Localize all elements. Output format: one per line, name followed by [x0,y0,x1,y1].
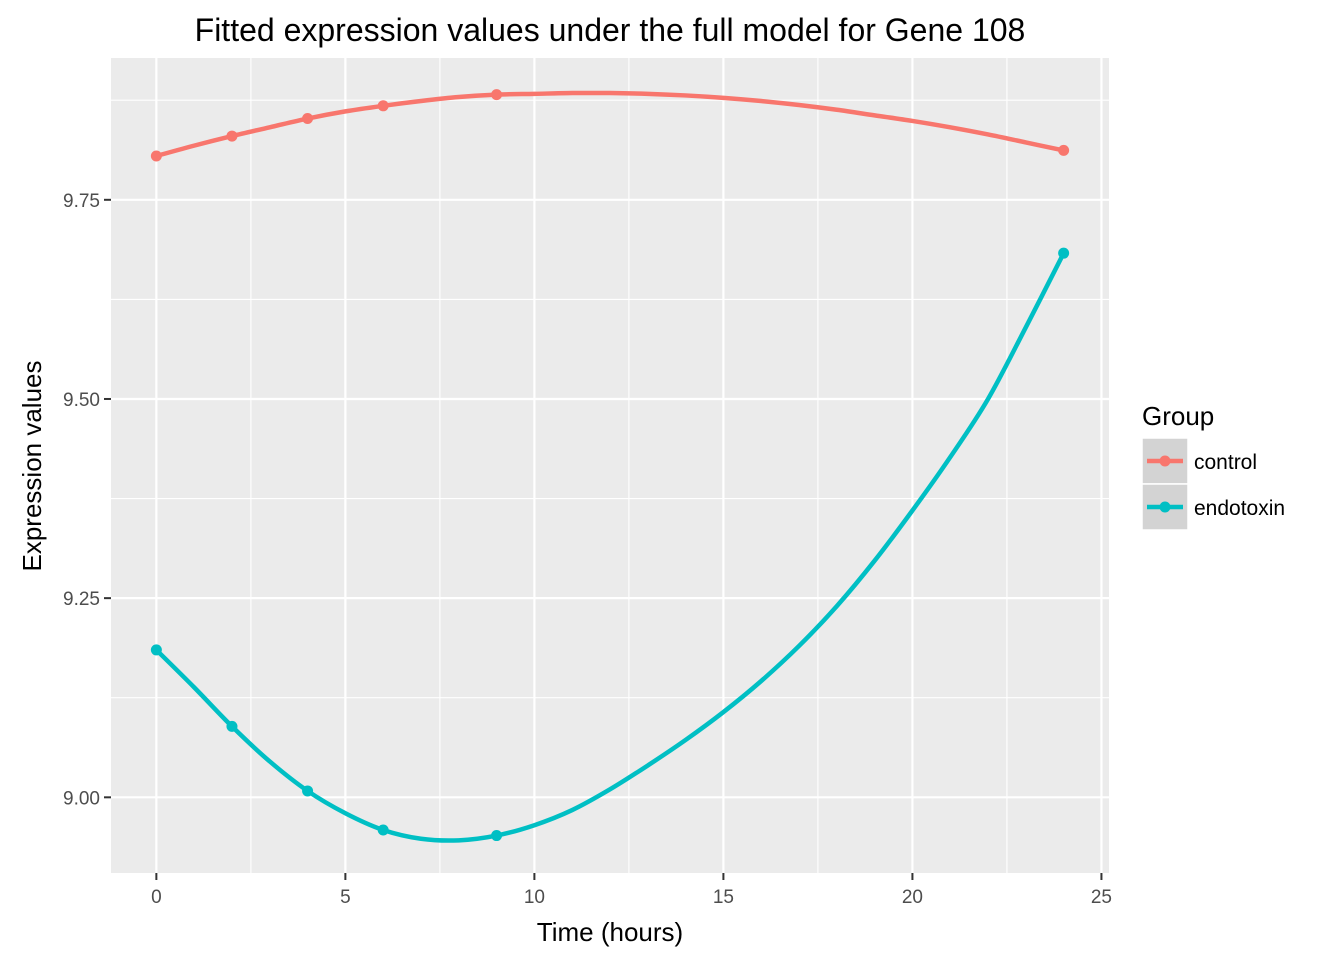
y-tick-label: 9.25 [63,589,100,610]
legend-title: Group [1142,401,1214,431]
legend-label-control: control [1194,451,1257,474]
y-tick-label: 9.00 [63,788,100,809]
x-tick-label: 25 [1091,887,1112,908]
x-tick-label: 5 [340,887,351,908]
data-point-control [226,130,238,142]
data-point-endotoxin [377,824,389,836]
data-point-endotoxin [150,644,162,656]
x-tick-label: 10 [524,887,545,908]
legend-point-control [1159,455,1171,467]
x-tick-label: 20 [902,887,923,908]
data-point-control [150,150,162,162]
data-point-endotoxin [302,785,314,797]
data-point-endotoxin [491,830,503,842]
x-tick-label: 15 [713,887,734,908]
y-axis-title: Expression values [17,361,47,572]
data-point-control [491,89,503,101]
x-tick-label: 0 [151,887,162,908]
x-axis-title: Time (hours) [537,917,683,947]
y-tick-label: 9.75 [63,191,100,212]
data-point-control [1058,144,1070,156]
series-endotoxin [150,247,1070,843]
data-point-endotoxin [226,720,238,732]
gridlines [111,58,1109,873]
legend-label-endotoxin: endotoxin [1194,497,1285,520]
series-control [150,89,1070,162]
data-point-control [302,113,314,125]
legend: Group control endotoxin [1141,401,1285,531]
axis-ticks: 0 5 10 15 20 25 9.00 9.25 9.50 9.75 [63,191,1112,908]
legend-point-endotoxin [1159,501,1171,513]
y-tick-label: 9.50 [63,390,100,411]
data-point-control [377,100,389,112]
chart-title: Fitted expression values under the full … [195,12,1026,48]
data-point-endotoxin [1058,247,1070,259]
series-layer [150,89,1070,843]
